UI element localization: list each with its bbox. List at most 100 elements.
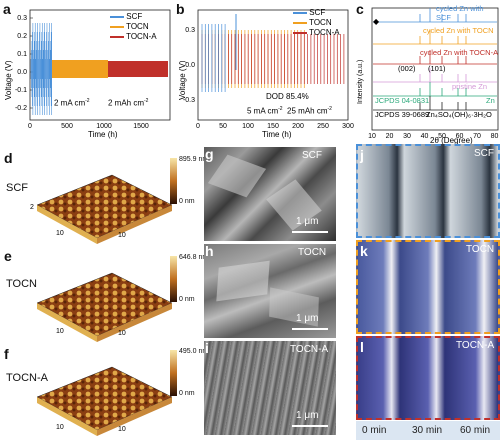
tick-label: 100 (242, 123, 254, 130)
tick-label: 0.2 (17, 33, 27, 40)
panel-a-xticks: 0 500 1000 1500 (28, 123, 149, 130)
panel-a-annotation-current: 2 mA cm-2 (54, 98, 90, 108)
panel-f-name: TOCN-A (6, 372, 48, 384)
tick-label: 50 (438, 133, 446, 140)
panel-d-axis-left: 2 (30, 204, 34, 211)
panel-c-xticks: 10 20 30 40 50 60 70 80 (368, 133, 498, 140)
panel-c-ylabel: Intensity (a.u.) (357, 59, 364, 104)
tick-label: 150 (267, 123, 279, 130)
tick-label: 0.1 (17, 51, 27, 58)
tick-label: 500 (61, 123, 73, 130)
panel-b-frame (197, 9, 349, 121)
panel-a-series-tocna (108, 61, 168, 77)
panel-e-label: e (4, 248, 12, 264)
panel-e-colorbar-min: 0 nm (179, 296, 195, 303)
time-0: 0 min (362, 425, 387, 436)
legend-line-scf (110, 15, 124, 18)
panel-j-optical-image (356, 144, 500, 238)
panel-i-sem-image (204, 341, 336, 435)
panel-f-afm-surface (36, 366, 173, 436)
tick-label: 0.3 (17, 15, 27, 22)
panel-g-sem-image (204, 147, 336, 241)
tick-label: 0.0 (17, 69, 27, 76)
panel-b-legend: SCF TOCN TOCN-A (293, 8, 340, 38)
panel-e-colorbar (170, 256, 177, 302)
panel-e-afm-surface (36, 272, 173, 342)
panel-c-diamond-marker: ◆ (373, 17, 380, 26)
panel-l-label: l (360, 339, 364, 355)
panel-c-label-pristine: pristine Zn (452, 82, 488, 91)
panel-a-frame (29, 9, 171, 121)
legend-line-tocna (110, 35, 124, 38)
panel-f-colorbar (170, 350, 177, 396)
panel-b-dod: DOD 85.4% (266, 92, 309, 101)
panel-b-conditions: 5 mA cm-2 25 mAh cm-2 (247, 106, 332, 116)
panel-l-optical-image (356, 336, 500, 420)
panel-a-series-scf (30, 23, 52, 115)
panel-g-name: SCF (302, 150, 322, 161)
panel-a-chart: 0.3 0.2 0.1 0.0 -0.1 -0.2 0 500 1000 1500 (15, 9, 171, 130)
tick-label: 20 (386, 133, 394, 140)
panel-h-scale-text: 1 μm (296, 313, 319, 324)
panel-i-label: i (205, 340, 209, 356)
panel-a-annotation-capacity: 2 mAh cm-2 (108, 98, 149, 108)
panel-b-yticks: 0.3 0.0 -0.3 (183, 27, 195, 104)
panel-j-name: SCF (474, 148, 494, 159)
panel-d-colorbar-max: 895.9 nm (179, 156, 209, 163)
panel-c-frame (371, 7, 499, 131)
panel-d-afm-surface (36, 174, 173, 244)
tick-label: 40 (421, 133, 429, 140)
panel-e-axis-right: 10 (118, 330, 126, 337)
panel-a-legend: SCF TOCN TOCN-A (110, 12, 157, 42)
panel-f-label: f (4, 346, 9, 362)
panel-d-colorbar (170, 158, 177, 204)
panel-f-colorbar-min: 0 nm (179, 390, 195, 397)
panel-h-label: h (205, 243, 214, 259)
legend-scf: SCF (126, 12, 143, 21)
panel-c-label-zn: Zn (486, 96, 495, 105)
panel-c-label-jcpds-zn: JCPDS 04-0831 (375, 96, 430, 105)
tick-label: 1000 (96, 123, 112, 130)
panel-d-label: d (4, 150, 13, 166)
panel-c-label-scf: cycled Zn with SCF (436, 4, 484, 22)
panel-i-name: TOCN-A (290, 344, 329, 355)
tick-label: 1500 (133, 123, 149, 130)
panel-k-optical-image (356, 240, 500, 334)
panel-h-name: TOCN (298, 247, 327, 258)
panel-i-scale-text: 1 μm (296, 410, 319, 421)
tick-label: 80 (491, 133, 499, 140)
panel-d-colorbar-min: 0 nm (179, 198, 195, 205)
panel-b-ylabel: Voltage (V) (178, 60, 187, 100)
panel-h-scalebar (292, 328, 328, 330)
tick-label: 60 (456, 133, 464, 140)
tick-label: -0.1 (15, 87, 27, 94)
panel-e-name: TOCN (6, 278, 37, 290)
panel-c-peak-101: (101) (428, 64, 446, 73)
panel-c-label-jcpds-zhs: JCPDS 39-0689 (375, 110, 430, 119)
tick-label: 0 (28, 123, 32, 130)
panel-g-scale-text: 1 μm (296, 216, 319, 227)
tick-label: 0 (196, 123, 200, 130)
panel-f-axis-right: 10 (118, 426, 126, 433)
panel-c-label-tocn: cycled Zn with TOCN (423, 26, 494, 35)
panel-k-name: TOCN (466, 244, 495, 255)
tick-label: 50 (219, 123, 227, 130)
panel-c-peak-002: (002) (398, 64, 416, 73)
tick-label: -0.3 (183, 97, 195, 104)
panel-c-label: c (356, 1, 364, 17)
tick-label: 10 (368, 133, 376, 140)
panel-k-label: k (360, 243, 368, 259)
panel-b-chart: 0.3 0.0 -0.3 0 50 100 150 200 250 300 (183, 9, 354, 130)
panel-e-colorbar-max: 646.8 nm (179, 254, 209, 261)
time-30: 30 min (412, 425, 443, 436)
panel-g-scalebar (292, 231, 328, 233)
panel-d-axis-front: 10 (56, 230, 64, 237)
panel-b-series (201, 14, 345, 92)
panel-f-colorbar-max: 495.0 nm (179, 348, 209, 355)
time-60: 60 min (460, 425, 491, 436)
panel-c-label-tocna: cycled Zn with TOCN-A (420, 48, 499, 57)
panel-b-xticks: 0 50 100 150 200 250 300 (196, 123, 354, 130)
tick-label: 70 (473, 133, 481, 140)
panel-d-axis-right: 10 (118, 232, 126, 239)
panel-l-name: TOCN-A (456, 340, 495, 351)
